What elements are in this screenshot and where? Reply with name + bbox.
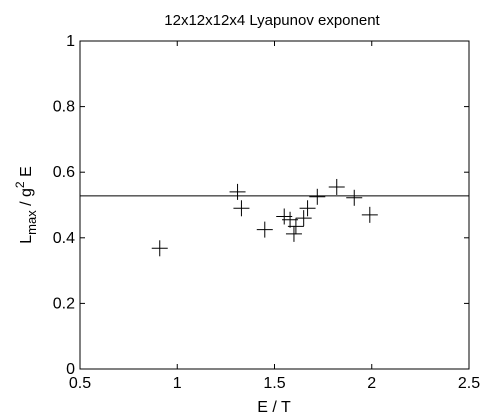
x-tick-label: 0.5 <box>69 375 91 392</box>
x-axis-label: E / T <box>257 399 291 416</box>
data-point-marker <box>276 208 293 225</box>
axis-tick-labels: 0.5 1 1.5 2 2.5 0 0.2 0.4 0.6 0.8 1 <box>53 33 480 392</box>
y-label-middle: / g <box>18 188 35 210</box>
x-tick-label: 1.5 <box>263 375 285 392</box>
chart-title: 12x12x12x4 Lyapunov exponent <box>164 12 380 29</box>
y-tick-label: 0.4 <box>53 230 75 247</box>
data-point-marker <box>256 221 273 238</box>
data-point-marker <box>346 189 363 206</box>
data-point-marker <box>151 240 168 257</box>
y-label-base: L <box>18 235 35 244</box>
y-tick-label: 0.2 <box>53 295 75 312</box>
y-label-end: E <box>18 166 35 181</box>
y-label-superscript: 2 <box>13 181 27 188</box>
x-tick-label: 1 <box>173 375 182 392</box>
data-point-marker <box>229 183 246 200</box>
data-point-marker <box>285 225 302 242</box>
data-point-marker <box>361 206 378 223</box>
data-point-marker <box>309 188 326 205</box>
data-point-marker <box>295 210 312 227</box>
axis-ticks <box>79 40 470 370</box>
data-markers <box>151 178 378 257</box>
y-tick-label: 0 <box>66 361 75 378</box>
y-tick-label: 0.6 <box>53 164 75 181</box>
data-point-marker <box>299 200 316 217</box>
y-tick-label: 0.8 <box>53 99 75 116</box>
data-point-marker <box>328 178 345 195</box>
x-tick-label: 2 <box>367 375 376 392</box>
plot-frame <box>79 40 470 370</box>
y-axis-label: Lmax / g2 E <box>13 166 39 244</box>
data-point-marker <box>287 218 304 235</box>
y-tick-label: 1 <box>66 33 75 50</box>
data-point-marker <box>233 200 250 217</box>
y-label-subscript: max <box>24 210 39 235</box>
data-point-marker <box>282 211 299 228</box>
x-tick-label: 2.5 <box>458 375 480 392</box>
